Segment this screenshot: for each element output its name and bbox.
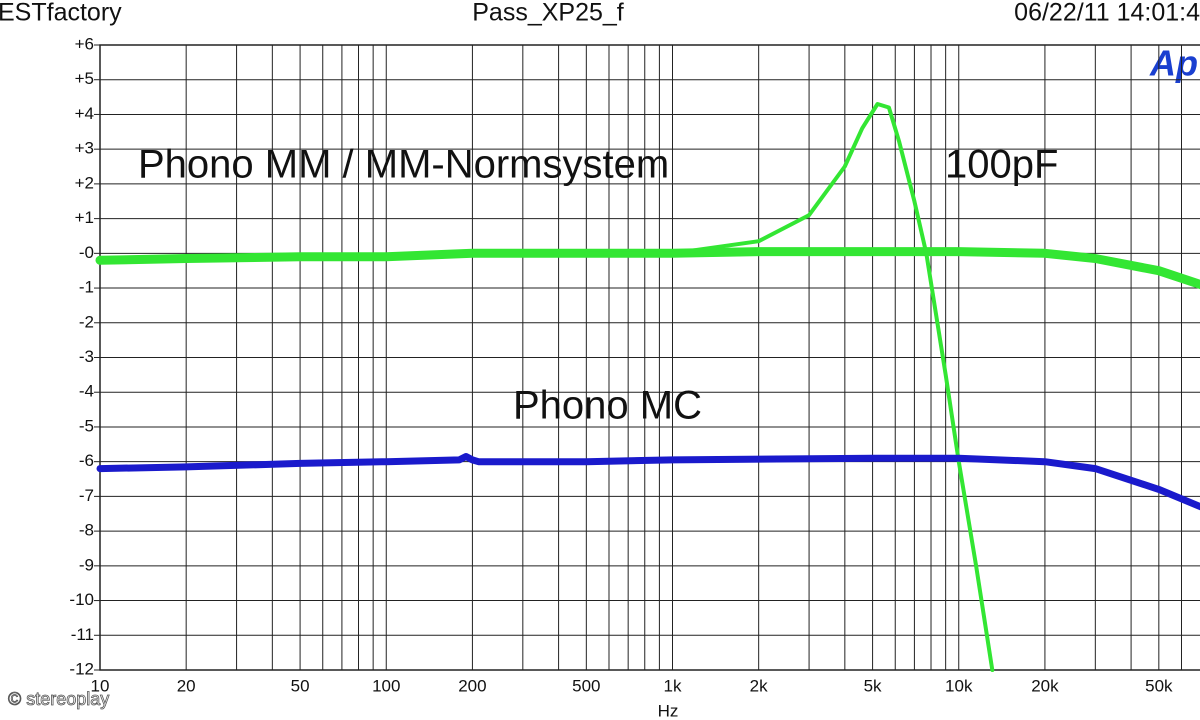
logo: Ap — [1149, 43, 1198, 84]
y-tick-label: -1 — [79, 278, 94, 297]
x-tick-label: 50k — [1145, 676, 1173, 695]
line — [96, 453, 1200, 511]
y-tick-label: +5 — [75, 69, 94, 88]
annotation: 100pF — [945, 143, 1058, 187]
y-tick-label: -10 — [69, 590, 94, 609]
line — [95, 247, 1200, 290]
y-tick-label: -6 — [79, 451, 94, 470]
y-tick-label: +4 — [75, 104, 94, 123]
header-left: ESTfactory — [0, 0, 122, 27]
y-tick-label: +6 — [75, 34, 94, 53]
x-tick-label: 200 — [458, 676, 486, 695]
x-tick-label: 1k — [664, 676, 682, 695]
annotation: Phono MC — [513, 384, 702, 428]
x-tick-label: 10 — [91, 676, 110, 695]
y-tick-label: -2 — [79, 312, 94, 331]
header-right: 06/22/11 14:01:4 — [1014, 0, 1200, 27]
y-tick-label: -0 — [79, 243, 94, 262]
y-tick-label: -8 — [79, 521, 94, 540]
y-tick-label: +1 — [75, 208, 94, 227]
x-tick-label: 2k — [750, 676, 768, 695]
x-axis-label: Hz — [658, 701, 679, 720]
chart-title: Pass_XP25_f — [472, 0, 624, 27]
y-tick-label: +3 — [75, 139, 94, 158]
x-tick-label: 20 — [177, 676, 196, 695]
y-tick-label: -5 — [79, 416, 94, 435]
x-tick-label: 10k — [945, 676, 973, 695]
x-tick-label: 500 — [572, 676, 600, 695]
y-tick-label: -4 — [79, 382, 94, 401]
annotation: Phono MM / MM-Normsystem — [138, 143, 669, 187]
line — [584, 102, 995, 672]
x-tick-label: 5k — [864, 676, 882, 695]
x-tick-label: 100 — [372, 676, 400, 695]
x-tick-label: 50 — [291, 676, 310, 695]
y-tick-label: -12 — [69, 659, 94, 678]
y-tick-label: -11 — [71, 625, 94, 644]
y-tick-label: -9 — [79, 555, 94, 574]
plot-frame — [99, 44, 1200, 671]
y-tick-label: -7 — [79, 486, 94, 505]
y-tick-label: -3 — [79, 347, 94, 366]
y-tick-label: +2 — [75, 173, 94, 192]
credit: © stereoplay — [8, 689, 109, 709]
x-tick-label: 20k — [1031, 676, 1059, 695]
